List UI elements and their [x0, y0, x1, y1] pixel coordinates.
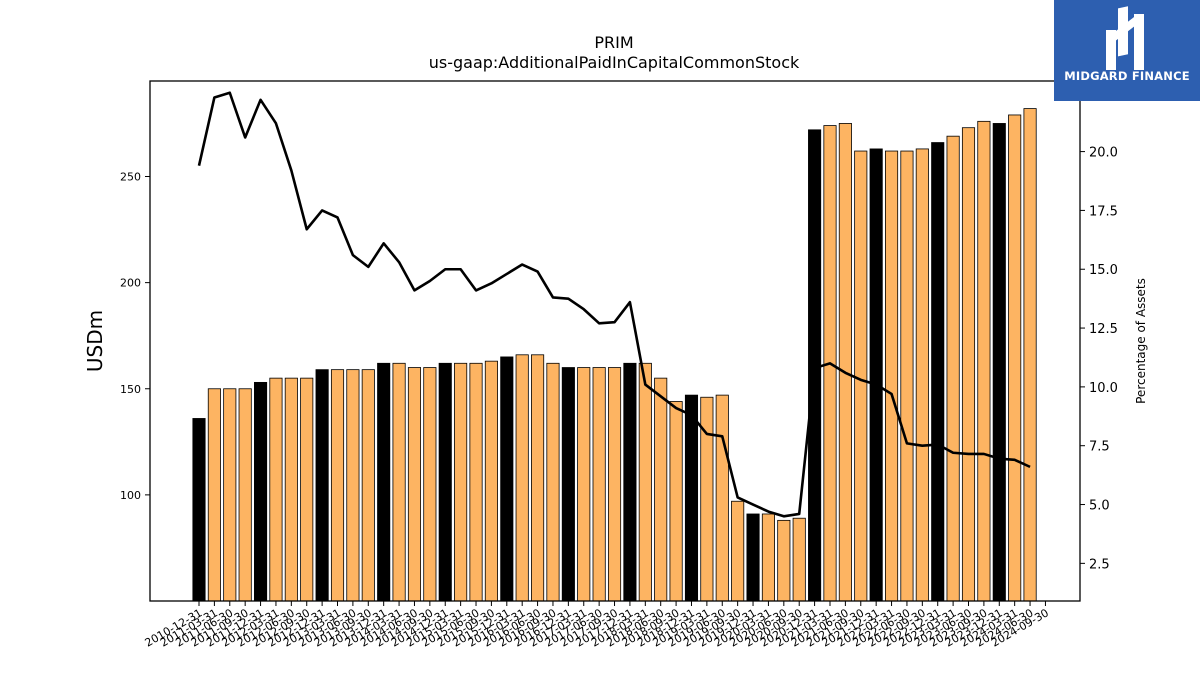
y2-tick-label-12.5: 12.5 [1089, 322, 1118, 337]
bar-2022-09-30 [915, 148, 929, 602]
bar-2020-03-31 [761, 513, 775, 602]
bar-2016-09-30 [546, 362, 560, 602]
bar-2019-12-31 [746, 513, 760, 602]
bar-2020-09-30 [792, 517, 806, 602]
bar-2017-06-30 [592, 367, 606, 602]
chart-title: PRIM [594, 33, 633, 52]
bar-2013-03-31 [330, 369, 345, 602]
y-tick-label-100: 100 [120, 489, 141, 502]
y2-tick-label-10.0: 10.0 [1089, 381, 1118, 396]
bar-2020-06-30 [777, 519, 791, 602]
bar-2021-12-31 [869, 148, 883, 602]
bar-2018-06-30 [654, 377, 668, 602]
bar-2023-09-30 [977, 120, 991, 602]
bar-2017-12-31 [623, 362, 637, 602]
bar-2022-03-31 [885, 150, 899, 602]
bar-2018-09-30 [669, 401, 683, 602]
bar-2011-06-30 [223, 388, 237, 602]
bar-2023-03-31 [946, 135, 960, 602]
y2-tick-label-7.5: 7.5 [1089, 440, 1110, 455]
chart-subtitle: us-gaap:AdditionalPaidInCapitalCommonSto… [429, 53, 800, 72]
bar-2015-12-31 [500, 356, 514, 602]
bar-2011-09-30 [238, 388, 252, 602]
logo-mark-icon [1106, 6, 1144, 70]
bar-2016-12-31 [561, 367, 575, 602]
bar-2013-06-30 [346, 369, 360, 602]
bar-2016-06-30 [531, 354, 545, 602]
bar-2024-03-31 [1008, 114, 1022, 602]
bar-2014-06-30 [407, 367, 422, 602]
bar-2014-12-31 [438, 362, 452, 602]
bar-2012-12-31 [315, 369, 329, 602]
y2-tick-label-5.0: 5.0 [1089, 499, 1110, 514]
y-axis-label: USDm [83, 310, 107, 372]
bar-2019-09-30 [731, 500, 745, 602]
bar-2015-03-31 [454, 362, 468, 602]
bar-2021-09-30 [854, 150, 868, 602]
bar-2017-03-31 [577, 367, 591, 602]
bar-2011-12-31 [254, 381, 268, 602]
bar-2012-06-30 [284, 377, 298, 602]
bar-2015-06-30 [469, 362, 483, 602]
midgard-finance-logo: MIDGARD FINANCE [1054, 0, 1200, 101]
bar-2012-03-31 [269, 377, 283, 602]
bar-2023-06-30 [961, 127, 976, 602]
logo-name: MIDGARD FINANCE [1064, 69, 1190, 83]
y2-tick-label-15.0: 15.0 [1089, 263, 1118, 278]
bar-2021-06-30 [838, 123, 852, 602]
bar-2014-09-30 [423, 367, 437, 602]
bar-2018-12-31 [684, 394, 699, 602]
bar-2015-09-30 [484, 360, 498, 602]
bar-2022-12-31 [931, 142, 945, 602]
bar-2013-09-30 [361, 369, 375, 602]
bar-2016-03-31 [515, 354, 529, 602]
bar-2013-12-31 [377, 362, 391, 602]
y-tick-label-150: 150 [120, 383, 141, 396]
y2-tick-label-17.5: 17.5 [1089, 204, 1118, 219]
y-tick-label-200: 200 [120, 277, 141, 290]
bar-2010-12-31 [192, 418, 206, 602]
y2-axis-label: Percentage of Assets [1134, 278, 1148, 404]
y2-tick-label-2.5: 2.5 [1089, 557, 1110, 572]
bar-2018-03-31 [638, 362, 652, 602]
bar-2014-03-31 [392, 362, 406, 602]
bar-2023-12-31 [992, 123, 1006, 602]
bar-2012-09-30 [300, 377, 314, 602]
line-percentage-of-assets [197, 91, 1031, 518]
bar-2022-06-30 [900, 150, 914, 602]
y2-tick-label-20.0: 20.0 [1089, 146, 1118, 161]
bar-2011-03-31 [207, 388, 221, 602]
bar-2024-06-30 [1023, 108, 1037, 602]
y-tick-label-250: 250 [120, 171, 141, 184]
bar-2019-06-30 [715, 394, 729, 602]
bar-2017-09-30 [607, 367, 622, 602]
